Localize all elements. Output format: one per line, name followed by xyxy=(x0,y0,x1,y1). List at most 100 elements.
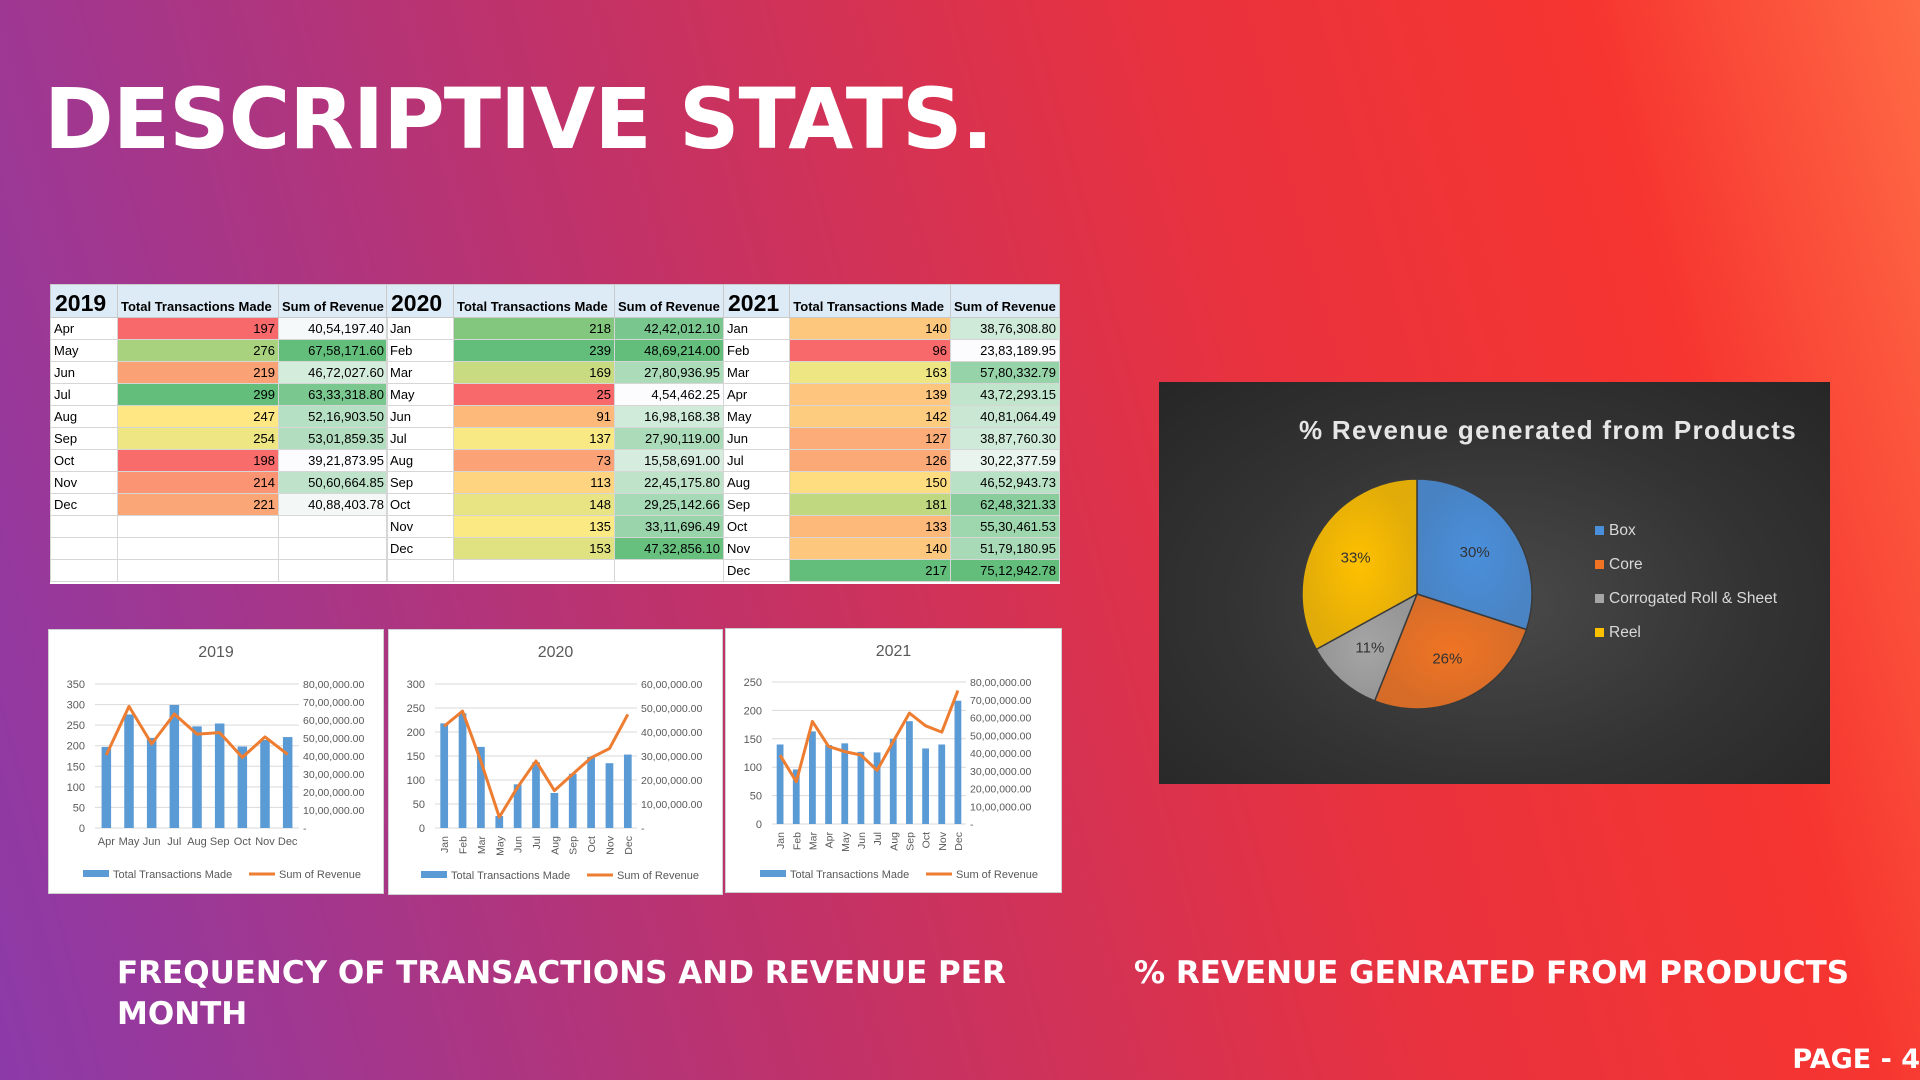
y2-tick-label: - xyxy=(303,823,307,835)
monthly-stats-table: 2019 Total Transactions Made Sum of Revenu… xyxy=(50,284,1060,584)
month-cell: Mar xyxy=(386,361,454,384)
month-cell: Jan xyxy=(722,317,791,340)
revenue-cell: 63,33,318.80 xyxy=(278,383,388,406)
chart-2021-panel: 2021 250 200 150 100 50 0 80,00,000.00 70,00,000… xyxy=(725,628,1062,893)
revenue-cell: 22,45,175.80 xyxy=(614,471,724,494)
x-tick-label: May xyxy=(494,835,506,856)
x-tick-label: Aug xyxy=(888,832,900,851)
col-transactions-header: Total Transactions Made xyxy=(117,284,279,318)
x-tick-label: Jun xyxy=(143,836,161,848)
bar-jul xyxy=(532,762,540,828)
revenue-cell: 75,12,942.78 xyxy=(950,559,1060,582)
table-row: Nov 135 33,11,696.49 xyxy=(386,515,724,538)
y-tick-label: 150 xyxy=(744,734,762,746)
y2-tick-label: 40,00,000.00 xyxy=(641,727,702,739)
transactions-cell: 137 xyxy=(453,427,615,450)
chart-title: 2020 xyxy=(538,644,574,661)
page-title: DESCRIPTIVE STATS. xyxy=(44,70,993,168)
table-row xyxy=(50,515,388,538)
y2-tick-label: 20,00,000.00 xyxy=(303,787,364,799)
bar-aug xyxy=(550,792,559,828)
transactions-cell: 214 xyxy=(117,471,279,494)
y-tick-label: 200 xyxy=(67,741,85,753)
bar-dec xyxy=(954,700,962,824)
table-row: Jan 218 42,42,012.10 xyxy=(386,317,724,340)
month-cell: Dec xyxy=(722,559,791,582)
y-tick-label: 100 xyxy=(744,762,762,774)
x-tick-label: Nov xyxy=(937,831,949,850)
month-cell: Jun xyxy=(386,405,454,428)
year-header: 2020 xyxy=(386,284,454,318)
transactions-cell: 247 xyxy=(117,405,279,428)
y-tick-label: 250 xyxy=(407,703,425,715)
chart-title: 2021 xyxy=(876,643,912,660)
transactions-cell: 96 xyxy=(789,339,951,362)
bar-jul xyxy=(873,752,881,824)
table-2019: 2019 Total Transactions Made Sum of Revenu… xyxy=(50,284,388,582)
month-cell: May xyxy=(50,339,118,362)
table-row: May 142 40,81,064.49 xyxy=(722,405,1060,428)
bar-nov xyxy=(605,763,614,828)
y2-tick-label: 40,00,000.00 xyxy=(970,748,1031,760)
col-revenue-header: Sum of Revenue xyxy=(614,284,724,318)
x-tick-label: Feb xyxy=(791,832,803,850)
y-tick-label: 300 xyxy=(407,679,425,691)
y-tick-label: 150 xyxy=(407,751,425,763)
y-tick-label: 100 xyxy=(407,775,425,787)
legend-revenue-label: Sum of Revenue xyxy=(617,870,699,882)
y2-tick-label: 30,00,000.00 xyxy=(641,751,702,763)
revenue-cell: 55,30,461.53 xyxy=(950,515,1060,538)
x-tick-label: Jun xyxy=(856,832,868,849)
pie-legend-label: Core xyxy=(1609,556,1643,573)
y2-tick-label: 30,00,000.00 xyxy=(970,766,1031,778)
table-row: Jul 126 30,22,377.59 xyxy=(722,449,1060,472)
y2-tick-label: 20,00,000.00 xyxy=(641,775,702,787)
month-cell: May xyxy=(386,383,454,406)
pie-data-label: 33% xyxy=(1341,550,1371,567)
y2-tick-label: 70,00,000.00 xyxy=(303,697,364,709)
revenue-cell: 57,80,332.79 xyxy=(950,361,1060,384)
legend-bar-swatch xyxy=(83,870,109,877)
revenue-line xyxy=(104,704,289,759)
y2-tick-label: 60,00,000.00 xyxy=(970,713,1031,725)
transactions-cell: 219 xyxy=(117,361,279,384)
bar-sep xyxy=(568,773,577,828)
revenue-cell: 29,25,142.66 xyxy=(614,493,724,516)
bar-feb xyxy=(792,769,800,824)
x-tick-label: Jul xyxy=(531,836,543,849)
table-row: Oct 133 55,30,461.53 xyxy=(722,515,1060,538)
x-tick-label: Jun xyxy=(513,836,525,853)
pie-title: % Revenue generated from Products xyxy=(1299,415,1797,445)
month-cell: Nov xyxy=(722,537,791,560)
table-row: Feb 239 48,69,214.00 xyxy=(386,339,724,362)
table-row: Jun 91 16,98,168.38 xyxy=(386,405,724,428)
y2-tick-label: 40,00,000.00 xyxy=(303,751,364,763)
transactions-cell: 139 xyxy=(789,383,951,406)
revenue-cell: 53,01,859.35 xyxy=(278,427,388,450)
revenue-cell: 27,90,119.00 xyxy=(614,427,724,450)
pie-slice-box xyxy=(1416,478,1533,631)
y-tick-label: 150 xyxy=(67,761,85,773)
bar-aug xyxy=(192,726,202,828)
table-row: Jun 127 38,87,760.30 xyxy=(722,427,1060,450)
revenue-cell: 62,48,321.33 xyxy=(950,493,1060,516)
table-2021: 2021 Total Transactions Made Sum of Revenu… xyxy=(722,284,1060,582)
bar-may xyxy=(841,743,849,824)
revenue-cell xyxy=(278,515,388,538)
transactions-cell: 73 xyxy=(453,449,615,472)
bar-jun xyxy=(857,751,865,824)
month-cell: Jul xyxy=(386,427,454,450)
month-cell: Oct xyxy=(386,493,454,516)
y-tick-label: 50 xyxy=(750,791,762,803)
y-tick-label: 250 xyxy=(67,720,85,732)
transactions-cell: 276 xyxy=(117,339,279,362)
pie-legend-label: Reel xyxy=(1609,624,1641,641)
pie-legend-label: Corrogated Roll & Sheet xyxy=(1609,590,1778,607)
revenue-cell: 39,21,873.95 xyxy=(278,449,388,472)
table-row: Jul 299 63,33,318.80 xyxy=(50,383,388,406)
transactions-cell: 217 xyxy=(789,559,951,582)
y2-tick-label: 60,00,000.00 xyxy=(303,715,364,727)
y2-tick-label: 70,00,000.00 xyxy=(970,695,1031,707)
table-row: Dec 221 40,88,403.78 xyxy=(50,493,388,516)
pie-slice-core xyxy=(1373,593,1528,710)
